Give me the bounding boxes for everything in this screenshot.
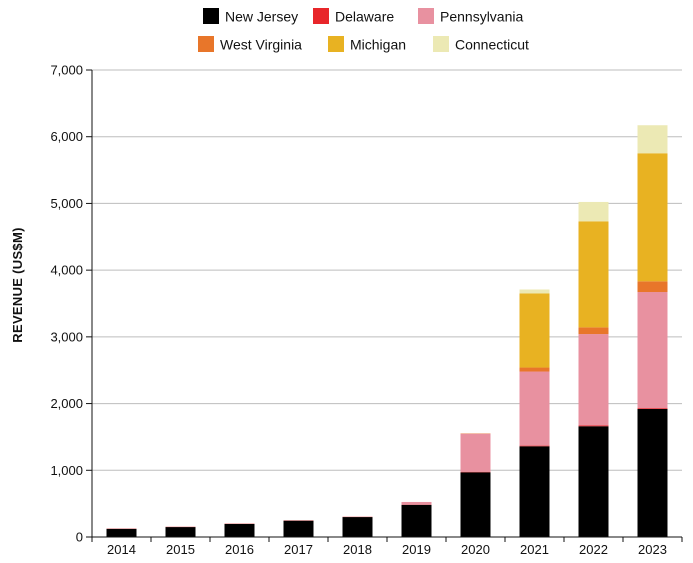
legend-swatch — [433, 36, 449, 52]
bar-segment-west-virginia — [520, 368, 550, 372]
x-tick-label: 2019 — [402, 542, 431, 557]
bar-segment-delaware — [520, 446, 550, 447]
bar-segment-connecticut — [579, 202, 609, 221]
bar-segment-new-jersey — [225, 524, 255, 537]
legend-swatch — [198, 36, 214, 52]
bar-segment-delaware — [461, 472, 491, 473]
y-tick-label: 4,000 — [50, 263, 83, 278]
legend-label: Connecticut — [455, 37, 529, 53]
legend-item-connecticut: Connecticut — [433, 36, 529, 53]
legend-label: West Virginia — [220, 37, 302, 53]
legend-swatch — [203, 8, 219, 24]
bar-segment-pennsylvania — [520, 372, 550, 446]
bar-segment-new-jersey — [284, 521, 314, 537]
y-axis-title: REVENUE (US$M) — [10, 227, 25, 342]
legend-item-west-virginia: West Virginia — [198, 36, 302, 53]
x-tick-label: 2021 — [520, 542, 549, 557]
bar-segment-new-jersey — [461, 472, 491, 537]
x-tick-label: 2022 — [579, 542, 608, 557]
bars — [107, 125, 668, 537]
y-tick-label: 2,000 — [50, 396, 83, 411]
bar-segment-pennsylvania — [402, 502, 432, 505]
x-tick-label: 2016 — [225, 542, 254, 557]
bar-segment-delaware — [579, 425, 609, 426]
legend-label: New Jersey — [225, 9, 298, 25]
bar-segment-connecticut — [520, 289, 550, 293]
y-tick-label: 1,000 — [50, 463, 83, 478]
bar-segment-connecticut — [638, 125, 668, 153]
bar-segment-michigan — [520, 293, 550, 367]
y-tick-label: 7,000 — [50, 63, 83, 78]
y-tick-label: 5,000 — [50, 196, 83, 211]
legend-item-pennsylvania: Pennsylvania — [418, 8, 523, 25]
x-tick-label: 2015 — [166, 542, 195, 557]
bar-segment-new-jersey — [638, 409, 668, 537]
x-tick-label: 2017 — [284, 542, 313, 557]
y-tick-label: 3,000 — [50, 329, 83, 344]
y-tick-label: 6,000 — [50, 129, 83, 144]
legend-swatch — [418, 8, 434, 24]
legend-swatch — [328, 36, 344, 52]
legend-label: Pennsylvania — [440, 9, 523, 25]
bar-segment-new-jersey — [166, 527, 196, 537]
bar-segment-pennsylvania — [461, 434, 491, 472]
legend-item-new-jersey: New Jersey — [203, 8, 298, 25]
legend-item-delaware: Delaware — [313, 8, 394, 25]
legend-swatch — [313, 8, 329, 24]
y-tick-label: 0 — [76, 530, 83, 545]
bar-segment-pennsylvania — [579, 334, 609, 425]
bar-segment-new-jersey — [107, 529, 137, 537]
x-tick-label: 2018 — [343, 542, 372, 557]
bar-segment-new-jersey — [520, 446, 550, 537]
x-tick-label: 2020 — [461, 542, 490, 557]
legend-item-michigan: Michigan — [328, 36, 406, 53]
legend-label: Delaware — [335, 9, 394, 25]
bar-segment-new-jersey — [402, 505, 432, 537]
bar-segment-west-virginia — [638, 281, 668, 292]
legend-label: Michigan — [350, 37, 406, 53]
x-tick-label: 2023 — [638, 542, 667, 557]
bar-segment-michigan — [638, 153, 668, 281]
bar-segment-pennsylvania — [638, 292, 668, 408]
legend: New Jersey Delaware Pennsylvania West Virgi… — [198, 8, 529, 53]
bar-segment-michigan — [579, 221, 609, 327]
bar-segment-west-virginia — [579, 327, 609, 334]
bar-segment-new-jersey — [579, 426, 609, 537]
bar-segment-new-jersey — [343, 517, 373, 537]
x-tick-label: 2014 — [107, 542, 136, 557]
bar-segment-delaware — [638, 408, 668, 409]
